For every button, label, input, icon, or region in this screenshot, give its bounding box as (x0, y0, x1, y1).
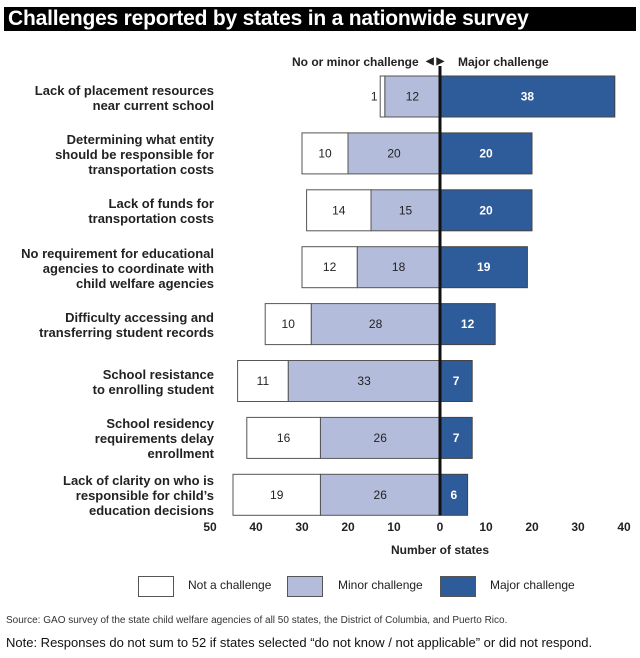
legend-swatch-major-challenge (440, 576, 476, 597)
data-label-not-a-challenge: 19 (270, 488, 284, 502)
data-label-minor-challenge: 12 (406, 90, 420, 104)
left-direction-label: No or minor challenge (292, 55, 419, 69)
category-label: Difficulty accessing and transferring st… (39, 310, 214, 341)
data-label-minor-challenge: 26 (374, 431, 388, 445)
footnote: Note: Responses do not sum to 52 if stat… (6, 635, 593, 650)
bar-minor-challenge (370, 189, 441, 232)
data-label-not-a-challenge: 16 (277, 431, 291, 445)
bar-major-challenge (439, 246, 528, 289)
bar-major-challenge (439, 75, 616, 118)
category-label: Lack of clarity on who is responsible fo… (63, 473, 214, 519)
data-label-not-a-challenge: 11 (257, 374, 270, 388)
bar-not-a-challenge (237, 360, 289, 402)
data-label-minor-challenge: 20 (387, 146, 401, 160)
data-label-major-challenge: 7 (453, 431, 460, 445)
chart-title: Challenges reported by states in a natio… (8, 7, 529, 30)
data-label-major-challenge: 12 (461, 317, 475, 331)
data-label-not-a-challenge: 10 (318, 146, 332, 160)
data-label-not-a-challenge: 1 (371, 90, 378, 104)
legend-label-minor-challenge: Minor challenge (338, 578, 423, 592)
category-label: No requirement for educational agencies … (21, 245, 214, 291)
bar-minor-challenge (356, 246, 441, 289)
legend-swatch-minor-challenge (287, 576, 323, 597)
data-label-minor-challenge: 15 (399, 203, 413, 217)
legend-label-not-a-challenge: Not a challenge (188, 578, 272, 592)
x-tick-label: 10 (479, 520, 493, 534)
x-tick-label: 0 (437, 520, 444, 534)
data-label-major-challenge: 19 (477, 260, 491, 274)
x-tick-label: 30 (295, 520, 309, 534)
bar-not-a-challenge (301, 246, 358, 289)
x-tick-label: 40 (617, 520, 631, 534)
direction-arrows-icon: ◀ ▶ (426, 56, 445, 67)
source-note: Source: GAO survey of the state child we… (6, 615, 508, 626)
bar-not-a-challenge (246, 416, 321, 459)
legend-label-major-challenge: Major challenge (490, 578, 575, 592)
bar-major-challenge (439, 303, 496, 346)
data-label-not-a-challenge: 12 (323, 260, 337, 274)
data-label-major-challenge: 38 (521, 90, 535, 104)
x-axis-label: Number of states (390, 543, 490, 557)
data-label-major-challenge: 7 (453, 374, 460, 388)
category-label: School residency requirements delay enro… (94, 416, 214, 462)
data-label-major-challenge: 20 (479, 146, 493, 160)
legend-swatch-not-a-challenge (138, 576, 174, 597)
right-direction-label: Major challenge (458, 55, 549, 69)
bar-not-a-challenge (232, 473, 321, 516)
data-label-major-challenge: 20 (479, 203, 493, 217)
title-bar (4, 7, 636, 31)
category-label: School resistance to enrolling student (92, 367, 214, 397)
x-tick-label: 10 (387, 520, 401, 534)
bar-major-challenge (439, 416, 473, 459)
data-label-minor-challenge: 28 (369, 317, 383, 331)
bar-not-a-challenge (306, 189, 372, 232)
bar-not-a-challenge (379, 75, 386, 118)
data-label-minor-challenge: 26 (374, 488, 388, 502)
bar-major-challenge (439, 132, 533, 175)
x-tick-label: 20 (525, 520, 539, 534)
data-label-major-challenge: 6 (450, 488, 457, 502)
x-tick-label: 30 (571, 520, 585, 534)
data-label-minor-challenge: 18 (392, 260, 406, 274)
data-label-not-a-challenge: 14 (332, 203, 346, 217)
category-label: Lack of funds for transportation costs (88, 196, 214, 227)
x-tick-label: 20 (341, 520, 355, 534)
bar-not-a-challenge (264, 303, 312, 346)
x-tick-label: 50 (203, 520, 217, 534)
bar-not-a-challenge (301, 132, 349, 175)
category-label: Determining what entity should be respon… (55, 131, 214, 177)
x-tick-label: 40 (249, 520, 263, 534)
bar-minor-challenge (384, 75, 441, 118)
data-label-minor-challenge: 33 (357, 374, 371, 388)
bar-major-challenge (439, 360, 473, 402)
data-label-not-a-challenge: 10 (282, 317, 296, 331)
bar-minor-challenge (310, 303, 441, 346)
category-label: Lack of placement resources near current… (34, 82, 214, 113)
chart-svg: 1 12 38 10 20 20 14 15 20 12 18 19 10 28 12 11 33 7 16 26 7 1… (203, 66, 631, 534)
bar-minor-challenge (319, 473, 441, 516)
